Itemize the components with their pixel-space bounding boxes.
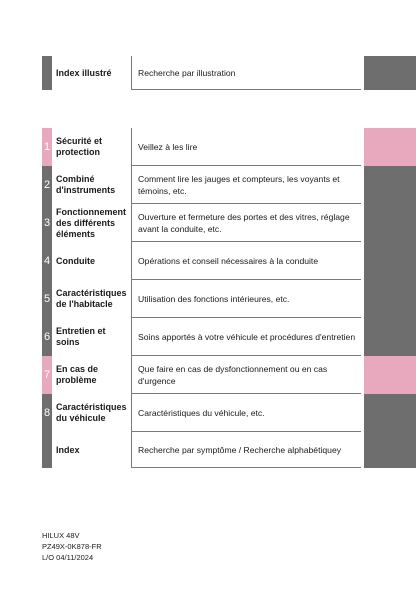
section-row-4[interactable]: 4 Conduite Opérations et conseil nécessa… [0, 242, 416, 280]
section-number: 4 [42, 242, 52, 280]
footer-model: HILUX 48V [42, 531, 80, 540]
footer-date: L/O 04/11/2024 [42, 553, 94, 562]
section-description: Veillez à les lire [131, 128, 361, 166]
section-title: Entretien et soins [56, 326, 106, 347]
section-title: Sécurité et protection [56, 136, 103, 157]
section-description: Utilisation des fonctions intérieures, e… [131, 280, 361, 318]
document-footer: HILUX 48V PZ49X-0K878-FR L/O 04/11/2024 [42, 530, 102, 563]
section-description: Opérations et conseil nécessaires à la c… [131, 242, 361, 280]
section-description: Que faire en cas de dysfonctionnement ou… [131, 356, 361, 394]
section-title: Combiné d'instruments [56, 174, 116, 195]
section-row-8[interactable]: 8 Caractéristiques du véhicule Caractéri… [0, 394, 416, 432]
row-description: Recherche par illustration [131, 56, 361, 90]
section-title: Fonctionnement des différents éléments [56, 206, 126, 239]
section-description: Ouverture et fermeture des portes et des… [131, 204, 361, 242]
section-title: Caractéristiques du véhicule [56, 402, 127, 423]
section-row-1[interactable]: 1 Sécurité et protection Veillez à les l… [0, 128, 416, 166]
index-row[interactable]: Index Recherche par symptôme / Recherche… [0, 432, 416, 468]
side-tab [364, 394, 416, 432]
side-tab [364, 356, 416, 394]
row-title: Index illustré [56, 67, 112, 78]
section-title: Conduite [56, 255, 95, 266]
section-number: 1 [42, 128, 52, 166]
section-number: 5 [42, 280, 52, 318]
section-number: 7 [42, 356, 52, 394]
index-illustre-row[interactable]: Index illustré Recherche par illustratio… [0, 56, 416, 90]
side-tab [364, 56, 416, 90]
section-description: Caractéristiques du véhicule, etc. [131, 394, 361, 432]
section-title: Caractéristiques de l'habitacle [56, 288, 127, 309]
side-tab [364, 204, 416, 242]
section-description: Soins apportés à votre véhicule et procé… [131, 318, 361, 356]
row-title: Index [56, 444, 80, 455]
side-tab [364, 432, 416, 468]
side-tab [364, 280, 416, 318]
section-number: 3 [42, 204, 52, 242]
section-row-7[interactable]: 7 En cas de problème Que faire en cas de… [0, 356, 416, 394]
section-number: 6 [42, 318, 52, 356]
section-row-2[interactable]: 2 Combiné d'instruments Comment lire les… [0, 166, 416, 204]
section-title: En cas de problème [56, 364, 99, 385]
section-row-3[interactable]: 3 Fonctionnement des différents éléments… [0, 204, 416, 242]
section-number: 8 [42, 394, 52, 432]
section-number: 2 [42, 166, 52, 204]
section-description: Comment lire les jauges et compteurs, le… [131, 166, 361, 204]
row-description: Recherche par symptôme / Recherche alpha… [131, 432, 361, 468]
side-tab [364, 128, 416, 166]
footer-code: PZ49X-0K878-FR [42, 542, 102, 551]
row-marker [42, 56, 52, 90]
side-tab [364, 318, 416, 356]
side-tab [364, 166, 416, 204]
row-marker [42, 432, 52, 468]
side-tab [364, 242, 416, 280]
section-row-5[interactable]: 5 Caractéristiques de l'habitacle Utilis… [0, 280, 416, 318]
section-row-6[interactable]: 6 Entretien et soins Soins apportés à vo… [0, 318, 416, 356]
